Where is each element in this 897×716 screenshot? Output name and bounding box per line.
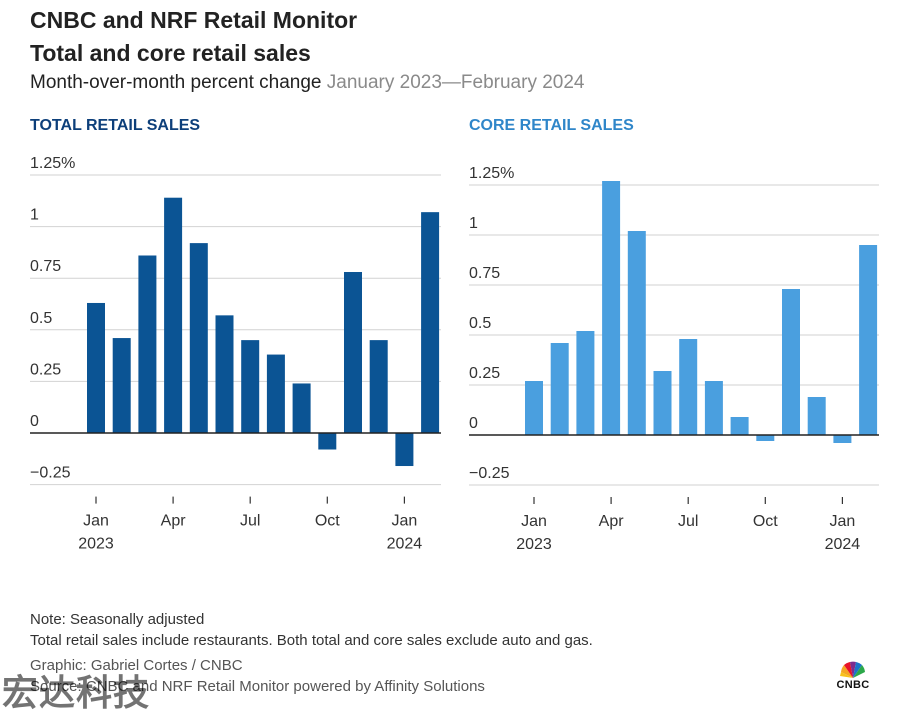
y-tick-label: 0.5 (469, 315, 491, 332)
bar-aug-2023 (704, 381, 723, 435)
x-tick-year-label: 2024 (825, 536, 861, 553)
bar-nov-2023 (344, 272, 362, 433)
bar-apr-2023 (164, 197, 183, 433)
bar-dec-2023 (369, 340, 388, 433)
bar-mar-2023 (576, 331, 595, 435)
y-tick-label: 1.25% (469, 165, 514, 182)
bar-feb-2023 (112, 338, 131, 433)
x-tick-label: Jan (392, 513, 418, 530)
bar-jan-2024 (833, 435, 852, 443)
y-tick-label: 0 (469, 415, 478, 432)
bar-may-2023 (627, 231, 646, 435)
bar-jan-2024 (395, 433, 414, 467)
bar-jan-2023 (525, 381, 543, 435)
y-tick-label: 0.25 (30, 361, 61, 378)
watermark: 宏达科技 (2, 673, 151, 714)
x-tick-label: Apr (599, 513, 625, 530)
y-tick-label: 0 (30, 413, 39, 430)
bar-jun-2023 (215, 315, 234, 433)
chart-title-line2: Total and core retail sales (30, 40, 311, 66)
bar-jun-2023 (653, 371, 672, 435)
graphic-credit: Graphic: Gabriel Cortes / CNBC (30, 657, 243, 674)
x-tick-label: Apr (161, 513, 187, 530)
x-tick-label: Jul (240, 513, 260, 530)
x-tick-year-label: 2023 (78, 536, 114, 553)
bar-feb-2024 (859, 245, 878, 435)
y-tick-label: 0.25 (469, 365, 500, 382)
cnbc-logo-text: CNBC (836, 679, 870, 691)
subtitle-text: Month-over-month percent change (30, 72, 322, 93)
footnote-note: Note: Seasonally adjusted (30, 611, 205, 628)
bar-oct-2023 (318, 433, 337, 450)
bar-jul-2023 (679, 339, 698, 435)
date-range: January 2023—February 2024 (326, 72, 585, 93)
source-credit: Source: CNBC and NRF Retail Monitor powe… (30, 678, 485, 695)
y-tick-label: −0.25 (469, 465, 510, 482)
bar-jul-2023 (241, 340, 260, 433)
x-tick-label: Jan (83, 513, 109, 530)
x-tick-label: Jul (678, 513, 698, 530)
bar-may-2023 (189, 243, 208, 433)
bar-dec-2023 (807, 397, 826, 435)
x-tick-label: Oct (315, 513, 340, 530)
bar-aug-2023 (266, 354, 285, 433)
bar-apr-2023 (602, 181, 621, 435)
core-retail-sales-chart: −0.25 0 0.25 0.5 0.75 1 1.25% Jan 2023 Apr Jul Oct J… (469, 165, 879, 553)
y-tick-label: 1 (469, 215, 478, 232)
total-retail-sales-title: TOTAL RETAIL SALES (30, 117, 201, 134)
bar-nov-2023 (782, 289, 800, 435)
y-tick-label: −0.25 (30, 465, 71, 482)
bar-feb-2024 (421, 212, 440, 433)
x-tick-label: Jan (830, 513, 856, 530)
y-tick-label: 0.5 (30, 310, 52, 327)
y-tick-label: 1 (30, 207, 39, 224)
bar-oct-2023 (756, 435, 775, 441)
bar-mar-2023 (138, 255, 157, 433)
cnbc-peacock-icon (840, 661, 865, 678)
bar-sep-2023 (730, 417, 749, 435)
x-tick-label: Jan (521, 513, 547, 530)
bar-sep-2023 (292, 383, 311, 433)
total-retail-sales-chart: −0.25 0 0.25 0.5 0.75 1 1.25% Jan 2023 Apr Jul Oct J… (30, 155, 441, 553)
footnote-description: Total retail sales include restaurants. … (30, 632, 593, 649)
y-tick-label: 1.25% (30, 155, 75, 172)
y-tick-label: 0.75 (469, 265, 500, 282)
x-tick-label: Oct (753, 513, 778, 530)
chart-title-line1: CNBC and NRF Retail Monitor (30, 7, 358, 33)
x-tick-year-label: 2023 (516, 536, 552, 553)
bar-jan-2023 (87, 302, 105, 433)
x-tick-year-label: 2024 (387, 536, 423, 553)
core-retail-sales-title: CORE RETAIL SALES (469, 117, 634, 134)
bar-feb-2023 (550, 343, 569, 435)
y-tick-label: 0.75 (30, 258, 61, 275)
subtitle: Month-over-month percent change January … (30, 72, 585, 94)
